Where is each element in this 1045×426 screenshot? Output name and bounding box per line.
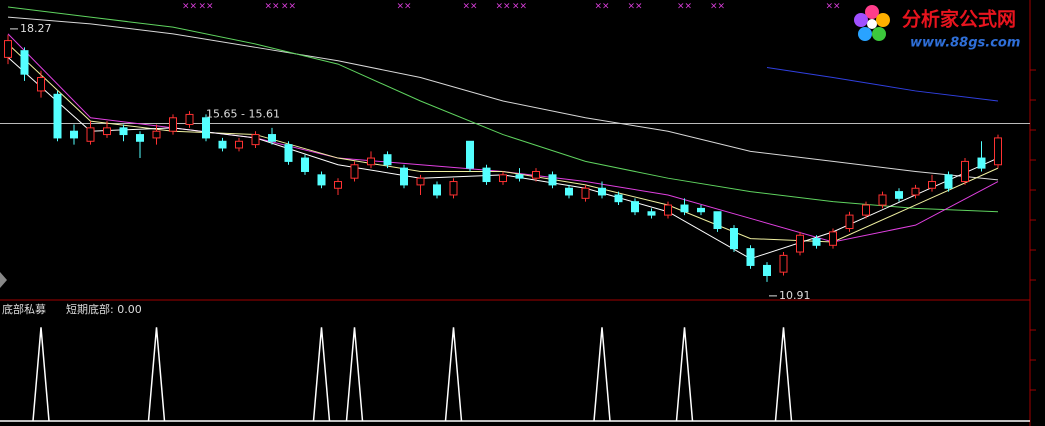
candle-body (763, 264, 771, 277)
top-mark: ×× (264, 2, 279, 12)
candle-body (350, 164, 359, 179)
indicator-title: 底部私募 (2, 302, 46, 316)
ma-line (7, 6, 999, 213)
right-ticks (1030, 69, 1036, 391)
candle-body (185, 113, 194, 125)
indicator-label: 短期底部: 0.00 (66, 302, 142, 316)
candle-body (598, 187, 606, 196)
top-mark: ×× (495, 2, 510, 12)
range-label: 15.65 - 15.61 (206, 107, 280, 120)
candle-body (37, 77, 45, 92)
candle-body (136, 134, 144, 142)
candle-body (169, 117, 177, 132)
candle-body (911, 187, 920, 196)
logo-name: 分析家公式网 (902, 8, 1016, 31)
top-mark: ×× (594, 2, 609, 12)
top-mark: ×× (825, 2, 840, 12)
candle-body (251, 134, 260, 146)
indicator-spike (675, 327, 694, 422)
candle-body (548, 174, 557, 186)
candle-body (70, 130, 78, 139)
candle-body (961, 160, 969, 183)
candle-body (779, 254, 788, 273)
candle-body (565, 187, 573, 196)
top-mark: ×× (512, 2, 527, 12)
candle-body (367, 157, 375, 166)
price-mark: 18.27 (20, 22, 52, 35)
logo-url: www.88gs.com (910, 36, 1020, 51)
indicator-spike (312, 327, 331, 422)
candle-body (383, 154, 392, 166)
top-mark: ×× (462, 2, 477, 12)
candle-body (53, 93, 62, 139)
candle-body (895, 191, 903, 199)
top-mark: ×× (182, 2, 197, 12)
candle-body (878, 194, 887, 206)
top-mark: ×× (281, 2, 296, 12)
candle-body (515, 174, 524, 179)
candle-body (944, 174, 953, 189)
candle-body (4, 40, 12, 58)
candle-body (268, 134, 276, 142)
candle-body (977, 157, 986, 169)
candle-body (449, 181, 458, 196)
candle-body (317, 174, 326, 186)
candle-body (664, 204, 672, 216)
candle-body (796, 234, 804, 253)
ma-line (766, 66, 999, 102)
candle-body (631, 201, 639, 213)
candle-body (730, 228, 738, 250)
candle-body (499, 174, 507, 183)
candle-body (103, 127, 111, 136)
candle-body (416, 177, 425, 186)
candle-body (400, 167, 408, 186)
candle-body (202, 117, 210, 139)
indicator-spike (774, 327, 793, 422)
top-mark: ×× (627, 2, 642, 12)
top-mark: ×× (198, 2, 213, 12)
candle-body (647, 211, 656, 216)
candle-body (746, 248, 755, 266)
ma-line (7, 16, 999, 181)
candle-body (119, 127, 128, 136)
indicator-spike (593, 327, 611, 422)
candle-body (482, 167, 491, 183)
candle-body (697, 207, 705, 213)
candle-body (301, 157, 309, 172)
candle-body (845, 214, 854, 230)
candle-body (812, 238, 821, 246)
indicator-spike (444, 327, 463, 422)
scroll-arrow (0, 272, 7, 288)
candle-body (466, 140, 474, 169)
candle-body (829, 231, 837, 246)
candle-body (614, 194, 623, 203)
candle-body (86, 127, 95, 142)
candle-body (994, 137, 1002, 166)
indicator-spike (345, 327, 364, 422)
top-mark: ×× (396, 2, 411, 12)
candle-body (713, 211, 722, 230)
candle-body (532, 170, 540, 179)
indicator-spike (32, 327, 50, 422)
top-mark: ×× (710, 2, 725, 12)
candle-body (235, 140, 243, 149)
candle-body (334, 181, 342, 189)
logo: 分析家公式网 www.88gs.com (854, 5, 1020, 51)
price-mark: 10.91 (779, 289, 811, 302)
indicator-spike (147, 327, 166, 422)
candle-body (152, 130, 161, 139)
candle-body (928, 181, 936, 189)
top-mark: ×× (677, 2, 692, 12)
candle-body (862, 204, 870, 216)
candle-body (218, 140, 227, 149)
candle-body (581, 187, 590, 199)
candle-body (680, 204, 689, 213)
candle-body (284, 144, 293, 162)
candle-body (20, 50, 29, 75)
candle-body (433, 184, 441, 196)
